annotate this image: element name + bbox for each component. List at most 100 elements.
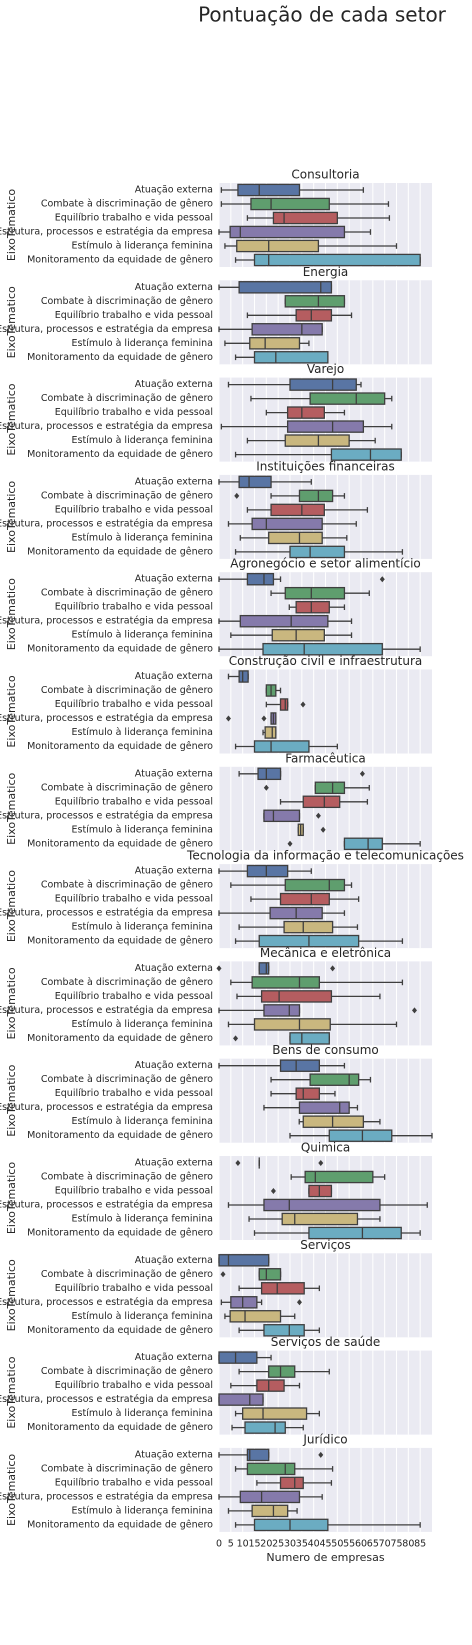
subplot-title: Serviços de saúde: [271, 1335, 380, 1349]
y-tick-label: Monitoramento da equidade de gênero: [27, 936, 213, 947]
y-tick-label: Estímulo à liderança feminina: [72, 922, 213, 933]
y-tick-label: Estrutura, processos e estratégia da emp…: [0, 1005, 213, 1016]
y-tick-label: Equilíbrio trabalho e vida pessoal: [55, 213, 213, 224]
y-axis-label: EixoTematico: [5, 1454, 18, 1526]
y-tick-label: Combate à discriminação de gênero: [41, 199, 213, 210]
y-tick-label: Estrutura, processos e estratégia da emp…: [0, 1491, 213, 1502]
box: [236, 239, 320, 253]
box: [302, 1115, 365, 1128]
y-tick-label: Atuação externa: [135, 1255, 213, 1266]
box: [295, 309, 333, 322]
box: [253, 740, 310, 753]
y-tick-label: Combate à discriminação de gênero: [41, 393, 213, 404]
box: [295, 1087, 320, 1100]
x-tick-label: 40: [308, 1538, 320, 1549]
box: [309, 392, 386, 405]
y-tick-label: Monitoramento da equidade de gênero: [27, 1228, 213, 1239]
y-tick-label: Atuação externa: [135, 671, 213, 682]
box: [218, 1351, 258, 1364]
subplot-title: Jurídico: [302, 1432, 347, 1446]
y-tick-label: Combate à discriminação de gênero: [41, 588, 213, 599]
box: [258, 962, 270, 975]
y-tick-label: Estrutura, processos e estratégia da emp…: [0, 518, 213, 529]
y-tick-label: Estrutura, processos e estratégia da emp…: [0, 1394, 213, 1405]
box: [262, 642, 383, 656]
outlier: [233, 1035, 239, 1042]
box: [270, 503, 325, 517]
box: [260, 1282, 305, 1295]
box: [284, 295, 346, 308]
y-axis-label: EixoTematico: [5, 1356, 18, 1428]
y-tick-label: Equilíbrio trabalho e vida pessoal: [55, 699, 213, 710]
box: [302, 795, 341, 809]
box: [284, 586, 346, 600]
y-tick-label: Estrutura, processos e estratégia da emp…: [0, 908, 213, 919]
box: [264, 726, 277, 739]
x-tick-label: 0: [216, 1538, 222, 1549]
outlier: [261, 715, 267, 722]
x-tick-label: 20: [260, 1538, 272, 1549]
y-tick-label: Atuação externa: [135, 963, 213, 974]
x-tick-label: 35: [296, 1538, 308, 1549]
y-axis-label: EixoTematico: [5, 1162, 18, 1234]
box: [237, 183, 301, 197]
y-tick-label: Monitoramento da equidade de gênero: [27, 644, 213, 655]
y-tick-label: Monitoramento da equidade de gênero: [27, 1130, 213, 1141]
outlier: [300, 701, 306, 708]
y-tick-label: Estrutura, processos e estratégia da emp…: [0, 713, 213, 724]
box: [238, 670, 249, 683]
y-axis-label: EixoTematico: [5, 481, 18, 553]
box: [257, 767, 282, 781]
box: [258, 1268, 282, 1281]
y-tick-label: Estímulo à liderança feminina: [72, 435, 213, 446]
box: [230, 1296, 258, 1309]
y-tick-label: Atuação externa: [135, 185, 213, 196]
y-tick-label: Atuação externa: [135, 574, 213, 585]
x-tick-label: 85: [414, 1538, 426, 1549]
box: [298, 1101, 350, 1114]
y-tick-label: Combate à discriminação de gênero: [41, 880, 213, 891]
box: [308, 1184, 333, 1198]
y-tick-label: Combate à discriminação de gênero: [41, 1074, 213, 1085]
box: [295, 600, 330, 614]
y-tick-label: Estímulo à liderança feminina: [72, 727, 213, 738]
y-tick-label: Atuação externa: [135, 379, 213, 390]
y-axis-label: EixoTematico: [5, 870, 18, 942]
box: [251, 323, 323, 336]
y-tick-label: Combate à discriminação de gênero: [41, 296, 213, 307]
x-tick-label: 25: [272, 1538, 284, 1549]
box: [250, 197, 330, 211]
y-tick-label: Atuação externa: [135, 1352, 213, 1363]
box: [218, 1254, 270, 1267]
outlier: [220, 1271, 226, 1278]
box: [263, 1004, 301, 1017]
y-tick-label: Monitoramento da equidade de gênero: [27, 449, 213, 460]
y-axis-label: EixoTematico: [5, 286, 18, 358]
y-tick-label: Monitoramento da equidade de gênero: [27, 1033, 213, 1044]
subplot-title: Tecnologia da informação e telecomunicaç…: [186, 849, 464, 863]
y-tick-label: Atuação externa: [135, 1449, 213, 1460]
box: [238, 475, 272, 489]
outlier: [225, 715, 231, 722]
box: [268, 531, 323, 545]
box: [246, 864, 289, 878]
y-tick-label: Equilíbrio trabalho e vida pessoal: [55, 310, 213, 321]
y-axis-label: EixoTematico: [5, 967, 18, 1039]
box: [246, 1448, 270, 1462]
y-tick-label: Monitoramento da equidade de gênero: [27, 1422, 213, 1433]
y-tick-label: Estímulo à liderança feminina: [72, 630, 213, 641]
box: [343, 837, 383, 851]
outlier: [296, 1299, 302, 1306]
y-tick-label: Combate à discriminação de gênero: [41, 977, 213, 988]
y-axis-label: EixoTematico: [5, 772, 18, 844]
y-tick-label: Atuação externa: [135, 866, 213, 877]
outlier: [330, 965, 336, 972]
y-tick-label: Monitoramento da equidade de gênero: [27, 1519, 213, 1530]
y-tick-label: Combate à discriminação de gênero: [41, 1366, 213, 1377]
outlier: [318, 1451, 324, 1458]
outlier: [379, 576, 385, 583]
y-tick-label: Equilíbrio trabalho e vida pessoal: [55, 407, 213, 418]
y-tick-label: Equilíbrio trabalho e vida pessoal: [55, 602, 213, 613]
box: [229, 225, 346, 239]
